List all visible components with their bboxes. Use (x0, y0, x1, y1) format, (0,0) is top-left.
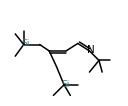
Text: N: N (87, 45, 94, 55)
Text: Si: Si (61, 80, 70, 89)
Text: Si: Si (21, 40, 29, 48)
